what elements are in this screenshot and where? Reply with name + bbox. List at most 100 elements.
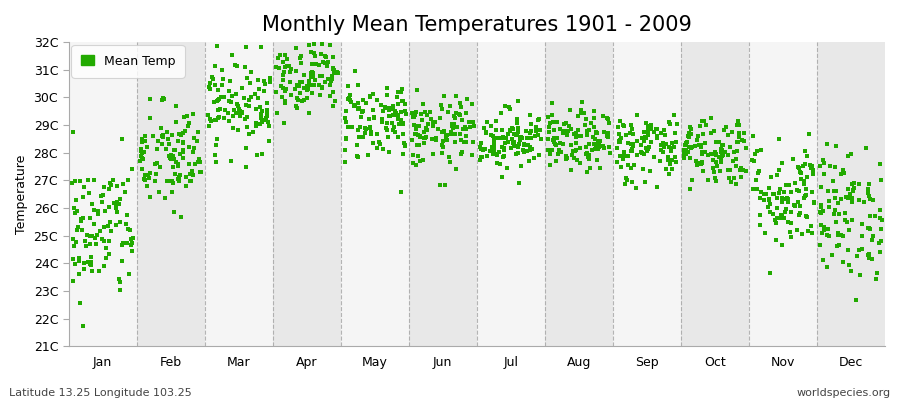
Point [643,168,657,174]
Point [444,131,458,137]
Point [229,34,243,41]
Point [474,140,489,146]
Point [289,103,303,109]
Point [455,126,470,133]
Point [737,138,751,144]
Point [559,120,573,126]
Point [822,233,836,239]
Point [459,133,473,139]
Point [708,149,723,155]
Point [549,158,563,164]
Point [739,145,753,151]
Point [358,125,373,131]
Point [114,242,129,248]
Point [694,142,708,148]
Text: Latitude 13.25 Longitude 103.25: Latitude 13.25 Longitude 103.25 [9,388,192,398]
Point [839,194,853,200]
Point [177,128,192,134]
Point [238,145,253,151]
Point [191,159,205,166]
Point [649,126,663,132]
Point [76,266,91,272]
Point [73,178,87,184]
Point [434,102,448,108]
Point [716,152,731,159]
Point [76,194,90,200]
Point [754,189,769,196]
Point [276,72,291,78]
Point [143,96,157,102]
Point [157,134,171,140]
Point [351,154,365,160]
Point [843,150,858,157]
Point [163,154,177,161]
Point [442,154,456,160]
Point [293,53,308,60]
Point [747,158,761,164]
Point [550,119,564,125]
Point [222,87,237,94]
Point [587,124,601,131]
Point [418,109,432,115]
Point [730,121,744,128]
Point [351,99,365,106]
Point [507,142,521,148]
Point [112,279,127,285]
Point [218,107,232,114]
Point [572,160,587,166]
Point [301,86,315,92]
Point [669,154,683,160]
Point [620,177,634,183]
Point [616,122,630,128]
Point [596,143,610,149]
Point [593,165,608,172]
Point [211,107,225,114]
Point [169,159,184,165]
Point [384,105,399,112]
Point [323,82,338,88]
Point [520,148,535,154]
Point [391,111,405,118]
Point [209,141,223,148]
Point [309,61,323,68]
Point [246,129,260,135]
Point [816,226,831,233]
Point [270,55,284,62]
Point [222,118,237,124]
Point [813,163,827,170]
Point [586,134,600,140]
Point [137,176,151,182]
Point [386,127,400,133]
Point [520,134,535,141]
Point [721,152,735,158]
Point [297,85,311,91]
Point [274,82,288,89]
Point [550,135,564,142]
Point [679,147,693,153]
Point [189,138,203,144]
Point [134,154,148,161]
Point [524,128,538,134]
Point [791,164,806,170]
Point [102,251,116,257]
Point [659,140,673,147]
Point [610,144,625,151]
Point [698,149,712,155]
Point [855,233,869,239]
Point [581,156,596,162]
Point [362,115,376,122]
Point [779,196,794,203]
Point [449,110,464,117]
Point [757,190,771,197]
Point [625,179,639,186]
Point [770,237,784,243]
Point [166,164,181,170]
Point [659,166,673,172]
Point [83,241,97,248]
Point [698,118,712,124]
Point [275,94,290,100]
Point [304,90,319,96]
Point [665,140,680,146]
Point [505,136,519,142]
Point [761,184,776,191]
